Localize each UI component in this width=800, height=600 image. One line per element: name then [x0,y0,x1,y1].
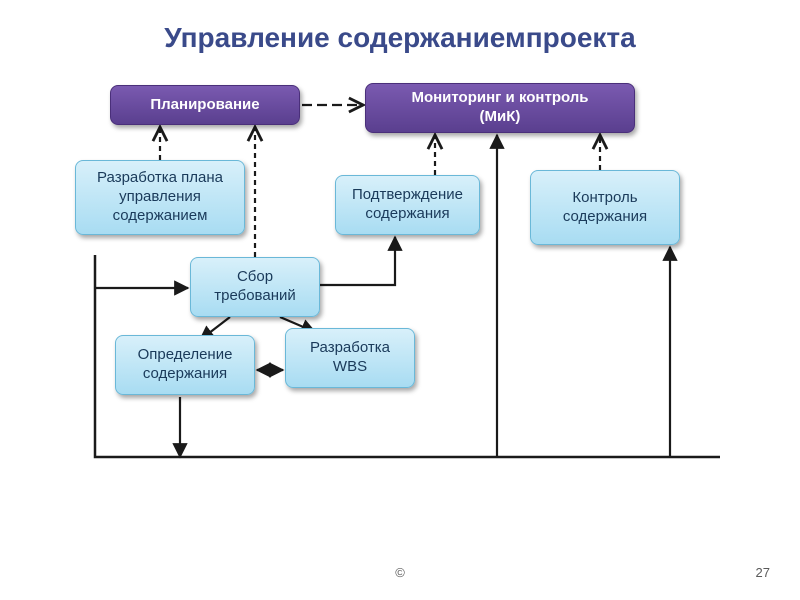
node-wbs: РазработкаWBS [285,328,415,388]
node-collect: Сбортребований [190,257,320,317]
node-confirm: Подтверждениесодержания [335,175,480,235]
node-planning: Планирование [110,85,300,125]
node-monitoring: Мониторинг и контроль(МиК) [365,83,635,133]
node-define: Определениесодержания [115,335,255,395]
node-control: Контрольсодержания [530,170,680,245]
node-devplan: Разработка планауправлениясодержанием [75,160,245,235]
page-number: 27 [756,565,770,580]
page-title: Управление содержаниемпроекта [0,22,800,54]
footer-copyright: © [0,565,800,580]
